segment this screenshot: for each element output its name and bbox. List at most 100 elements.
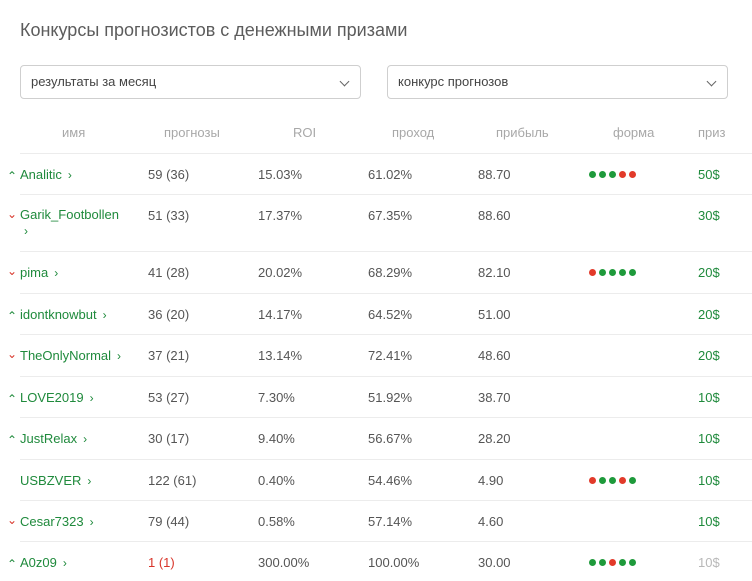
forecasts-cell: 53 (27) [148, 390, 190, 405]
header-form[interactable]: форма [613, 125, 655, 140]
chevron-right-icon: › [102, 308, 107, 322]
header-forecasts[interactable]: прогнозы [164, 125, 220, 140]
forecasts-cell: 41 (28) [148, 265, 190, 280]
user-name: A0z09 [20, 555, 57, 570]
user-name: LOVE2019 [20, 390, 84, 405]
form-indicator [589, 269, 636, 276]
roi-cell: 20.02% [258, 265, 303, 280]
profit-cell: 88.60 [478, 208, 511, 223]
table-row: ⌃ A0z09 › 1 (1) 300.00% 100.00% 30.00 10$ [7, 541, 752, 581]
pass-cell: 54.46% [368, 473, 413, 488]
user-name-link[interactable]: pima › [20, 265, 58, 280]
chevron-right-icon: › [24, 224, 28, 238]
trend-down-icon: ⌄ [7, 513, 18, 527]
chevron-right-icon: › [89, 515, 94, 529]
header-pass[interactable]: проход [392, 125, 435, 140]
period-select-value: результаты за месяц [31, 74, 157, 89]
roi-cell: 7.30% [258, 390, 295, 405]
profit-cell: 4.60 [478, 514, 504, 529]
header-prize[interactable]: приз [698, 125, 726, 140]
form-win-dot [589, 171, 596, 178]
forecasts-cell: 36 (20) [148, 307, 190, 322]
form-loss-dot [629, 171, 636, 178]
pass-cell: 57.14% [368, 514, 413, 529]
table-row: ⌄ TheOnlyNormal › 37 (21) 13.14% 72.41% 48.60 2… [7, 334, 752, 377]
chevron-right-icon: › [83, 432, 88, 446]
forecasts-cell: 30 (17) [148, 431, 190, 446]
chevron-right-icon: › [87, 474, 92, 488]
roi-cell: 13.14% [258, 348, 303, 363]
user-name-link[interactable]: USBZVER › [20, 473, 91, 488]
contest-select-value: конкурс прогнозов [398, 74, 509, 89]
forecasts-cell: 79 (44) [148, 514, 190, 529]
period-select[interactable]: результаты за месяц [20, 65, 361, 99]
user-name-link[interactable]: TheOnlyNormal › [20, 348, 121, 363]
profit-cell: 4.90 [478, 473, 504, 488]
prize-cell: 20$ [698, 348, 720, 363]
prize-cell: 10$ [698, 431, 720, 446]
contest-select[interactable]: конкурс прогнозов [387, 65, 728, 99]
profit-cell: 30.00 [478, 555, 511, 570]
chevron-down-icon [706, 76, 717, 87]
trend-up-icon: ⌃ [7, 392, 18, 406]
trend-up-icon: ⌃ [7, 309, 18, 323]
form-loss-dot [619, 477, 626, 484]
profit-cell: 82.10 [478, 265, 511, 280]
user-name-link[interactable]: Garik_Footbollen › [20, 207, 135, 239]
table-row: USBZVER › 122 (61) 0.40% 54.46% 4.90 10$ [20, 459, 752, 501]
user-name: Analitic [20, 167, 62, 182]
profit-cell: 28.20 [478, 431, 511, 446]
form-indicator [589, 559, 636, 566]
user-name-link[interactable]: Analitic › [20, 167, 72, 182]
trend-up-icon: ⌃ [7, 169, 18, 183]
form-win-dot [609, 269, 616, 276]
form-win-dot [609, 477, 616, 484]
trend-down-icon: ⌄ [7, 264, 18, 278]
form-win-dot [589, 559, 596, 566]
form-loss-dot [619, 171, 626, 178]
chevron-down-icon [339, 76, 350, 87]
user-name-link[interactable]: LOVE2019 › [20, 390, 94, 405]
header-profit[interactable]: прибыль [496, 125, 549, 140]
user-name-link[interactable]: A0z09 › [20, 555, 67, 570]
profit-cell: 38.70 [478, 390, 511, 405]
forecasts-cell: 122 (61) [148, 473, 197, 488]
forecasts-cell: 51 (33) [148, 208, 190, 223]
form-win-dot [619, 269, 626, 276]
pass-cell: 100.00% [368, 555, 420, 570]
table-header: имя прогнозы ROI проход прибыль форма пр… [0, 125, 752, 143]
user-name-link[interactable]: Cesar7323 › [20, 514, 94, 529]
form-indicator [589, 477, 636, 484]
pass-cell: 61.02% [368, 167, 413, 182]
forecasts-cell: 37 (21) [148, 348, 190, 363]
page-title: Конкурсы прогнозистов с денежными призам… [20, 20, 408, 40]
user-name-link[interactable]: idontknowbut › [20, 307, 107, 322]
chevron-right-icon: › [62, 556, 67, 570]
chevron-right-icon: › [54, 266, 59, 280]
forecasts-cell: 59 (36) [148, 167, 190, 182]
chevron-right-icon: › [89, 391, 94, 405]
form-win-dot [599, 559, 606, 566]
user-name: USBZVER [20, 473, 82, 488]
user-name: Garik_Footbollen [20, 207, 119, 222]
form-win-dot [599, 171, 606, 178]
prize-cell: 10$ [698, 473, 720, 488]
form-win-dot [619, 559, 626, 566]
user-name: idontknowbut [20, 307, 97, 322]
profit-cell: 88.70 [478, 167, 511, 182]
user-name-link[interactable]: JustRelax › [20, 431, 87, 446]
user-name: Cesar7323 [20, 514, 84, 529]
table-row: ⌃ LOVE2019 › 53 (27) 7.30% 51.92% 38.70 10$ [7, 376, 752, 418]
form-loss-dot [589, 269, 596, 276]
trend-down-icon: ⌄ [7, 207, 18, 221]
profit-cell: 51.00 [478, 307, 511, 322]
roi-cell: 0.58% [258, 514, 295, 529]
form-win-dot [629, 477, 636, 484]
trend-up-icon: ⌃ [7, 557, 18, 571]
pass-cell: 72.41% [368, 348, 413, 363]
trend-down-icon: ⌄ [7, 347, 18, 361]
forecasts-cell: 1 (1) [148, 555, 175, 570]
header-roi[interactable]: ROI [293, 125, 317, 140]
pass-cell: 68.29% [368, 265, 413, 280]
header-name[interactable]: имя [62, 125, 86, 140]
